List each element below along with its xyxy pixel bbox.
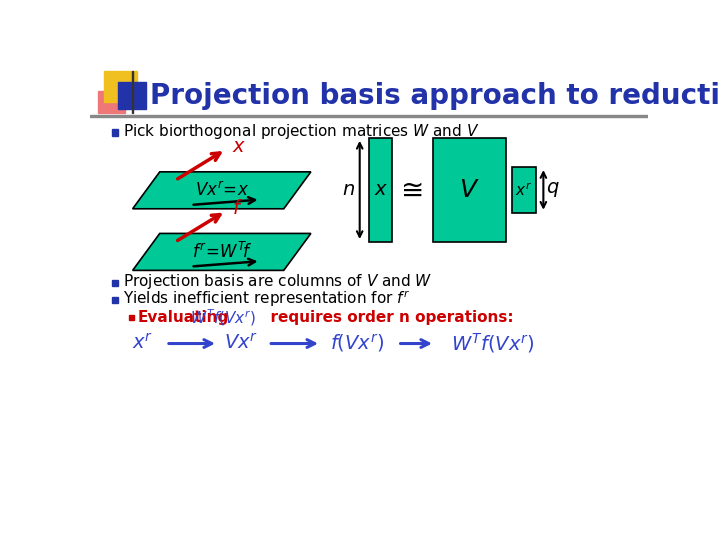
Bar	[129, 315, 134, 320]
Text: $\cong$: $\cong$	[395, 176, 423, 204]
Text: $x$: $x$	[374, 180, 388, 199]
Bar	[112, 280, 118, 286]
Text: $x^r$: $x^r$	[132, 334, 153, 354]
Text: $x^r$: $x^r$	[516, 181, 533, 199]
Text: Yields inefficient representation for $f^r$: Yields inefficient representation for $f…	[122, 289, 410, 309]
Text: Evaluating: Evaluating	[138, 310, 229, 325]
Bar	[112, 296, 118, 303]
Text: $f(Vx^r)$: $f(Vx^r)$	[330, 333, 384, 355]
Bar	[118, 82, 145, 110]
Text: Pick biorthogonal projection matrices $W$ and $V$: Pick biorthogonal projection matrices $W…	[122, 122, 479, 141]
Polygon shape	[132, 233, 311, 271]
Bar	[513, 167, 536, 213]
Bar	[104, 71, 137, 102]
Polygon shape	[132, 172, 311, 209]
Text: $x$: $x$	[232, 137, 246, 156]
Text: $f$: $f$	[232, 199, 243, 218]
Text: $W^Tf(Vx^r)$: $W^Tf(Vx^r)$	[190, 307, 256, 328]
Text: Projection basis approach to reduction: Projection basis approach to reduction	[150, 82, 720, 110]
Text: $q$: $q$	[546, 180, 559, 199]
Text: $f^r\!=\!W^T\!f$: $f^r\!=\!W^T\!f$	[192, 242, 252, 262]
Text: Projection basis are columns of $V$ and $W$: Projection basis are columns of $V$ and …	[122, 273, 432, 292]
Bar	[98, 91, 125, 112]
Bar	[112, 130, 118, 136]
Text: $Vx^r$: $Vx^r$	[224, 334, 258, 354]
Text: $W^Tf(Vx^r)$: $W^Tf(Vx^r)$	[451, 332, 535, 355]
Bar	[433, 138, 506, 242]
Bar	[369, 138, 392, 242]
Text: $Vx^r\!=\!x$: $Vx^r\!=\!x$	[194, 181, 249, 200]
Text: $V$: $V$	[459, 178, 480, 202]
Text: requires order n operations:: requires order n operations:	[260, 310, 513, 325]
Bar	[132, 71, 133, 112]
Bar	[90, 115, 648, 117]
Text: $n$: $n$	[342, 180, 356, 199]
